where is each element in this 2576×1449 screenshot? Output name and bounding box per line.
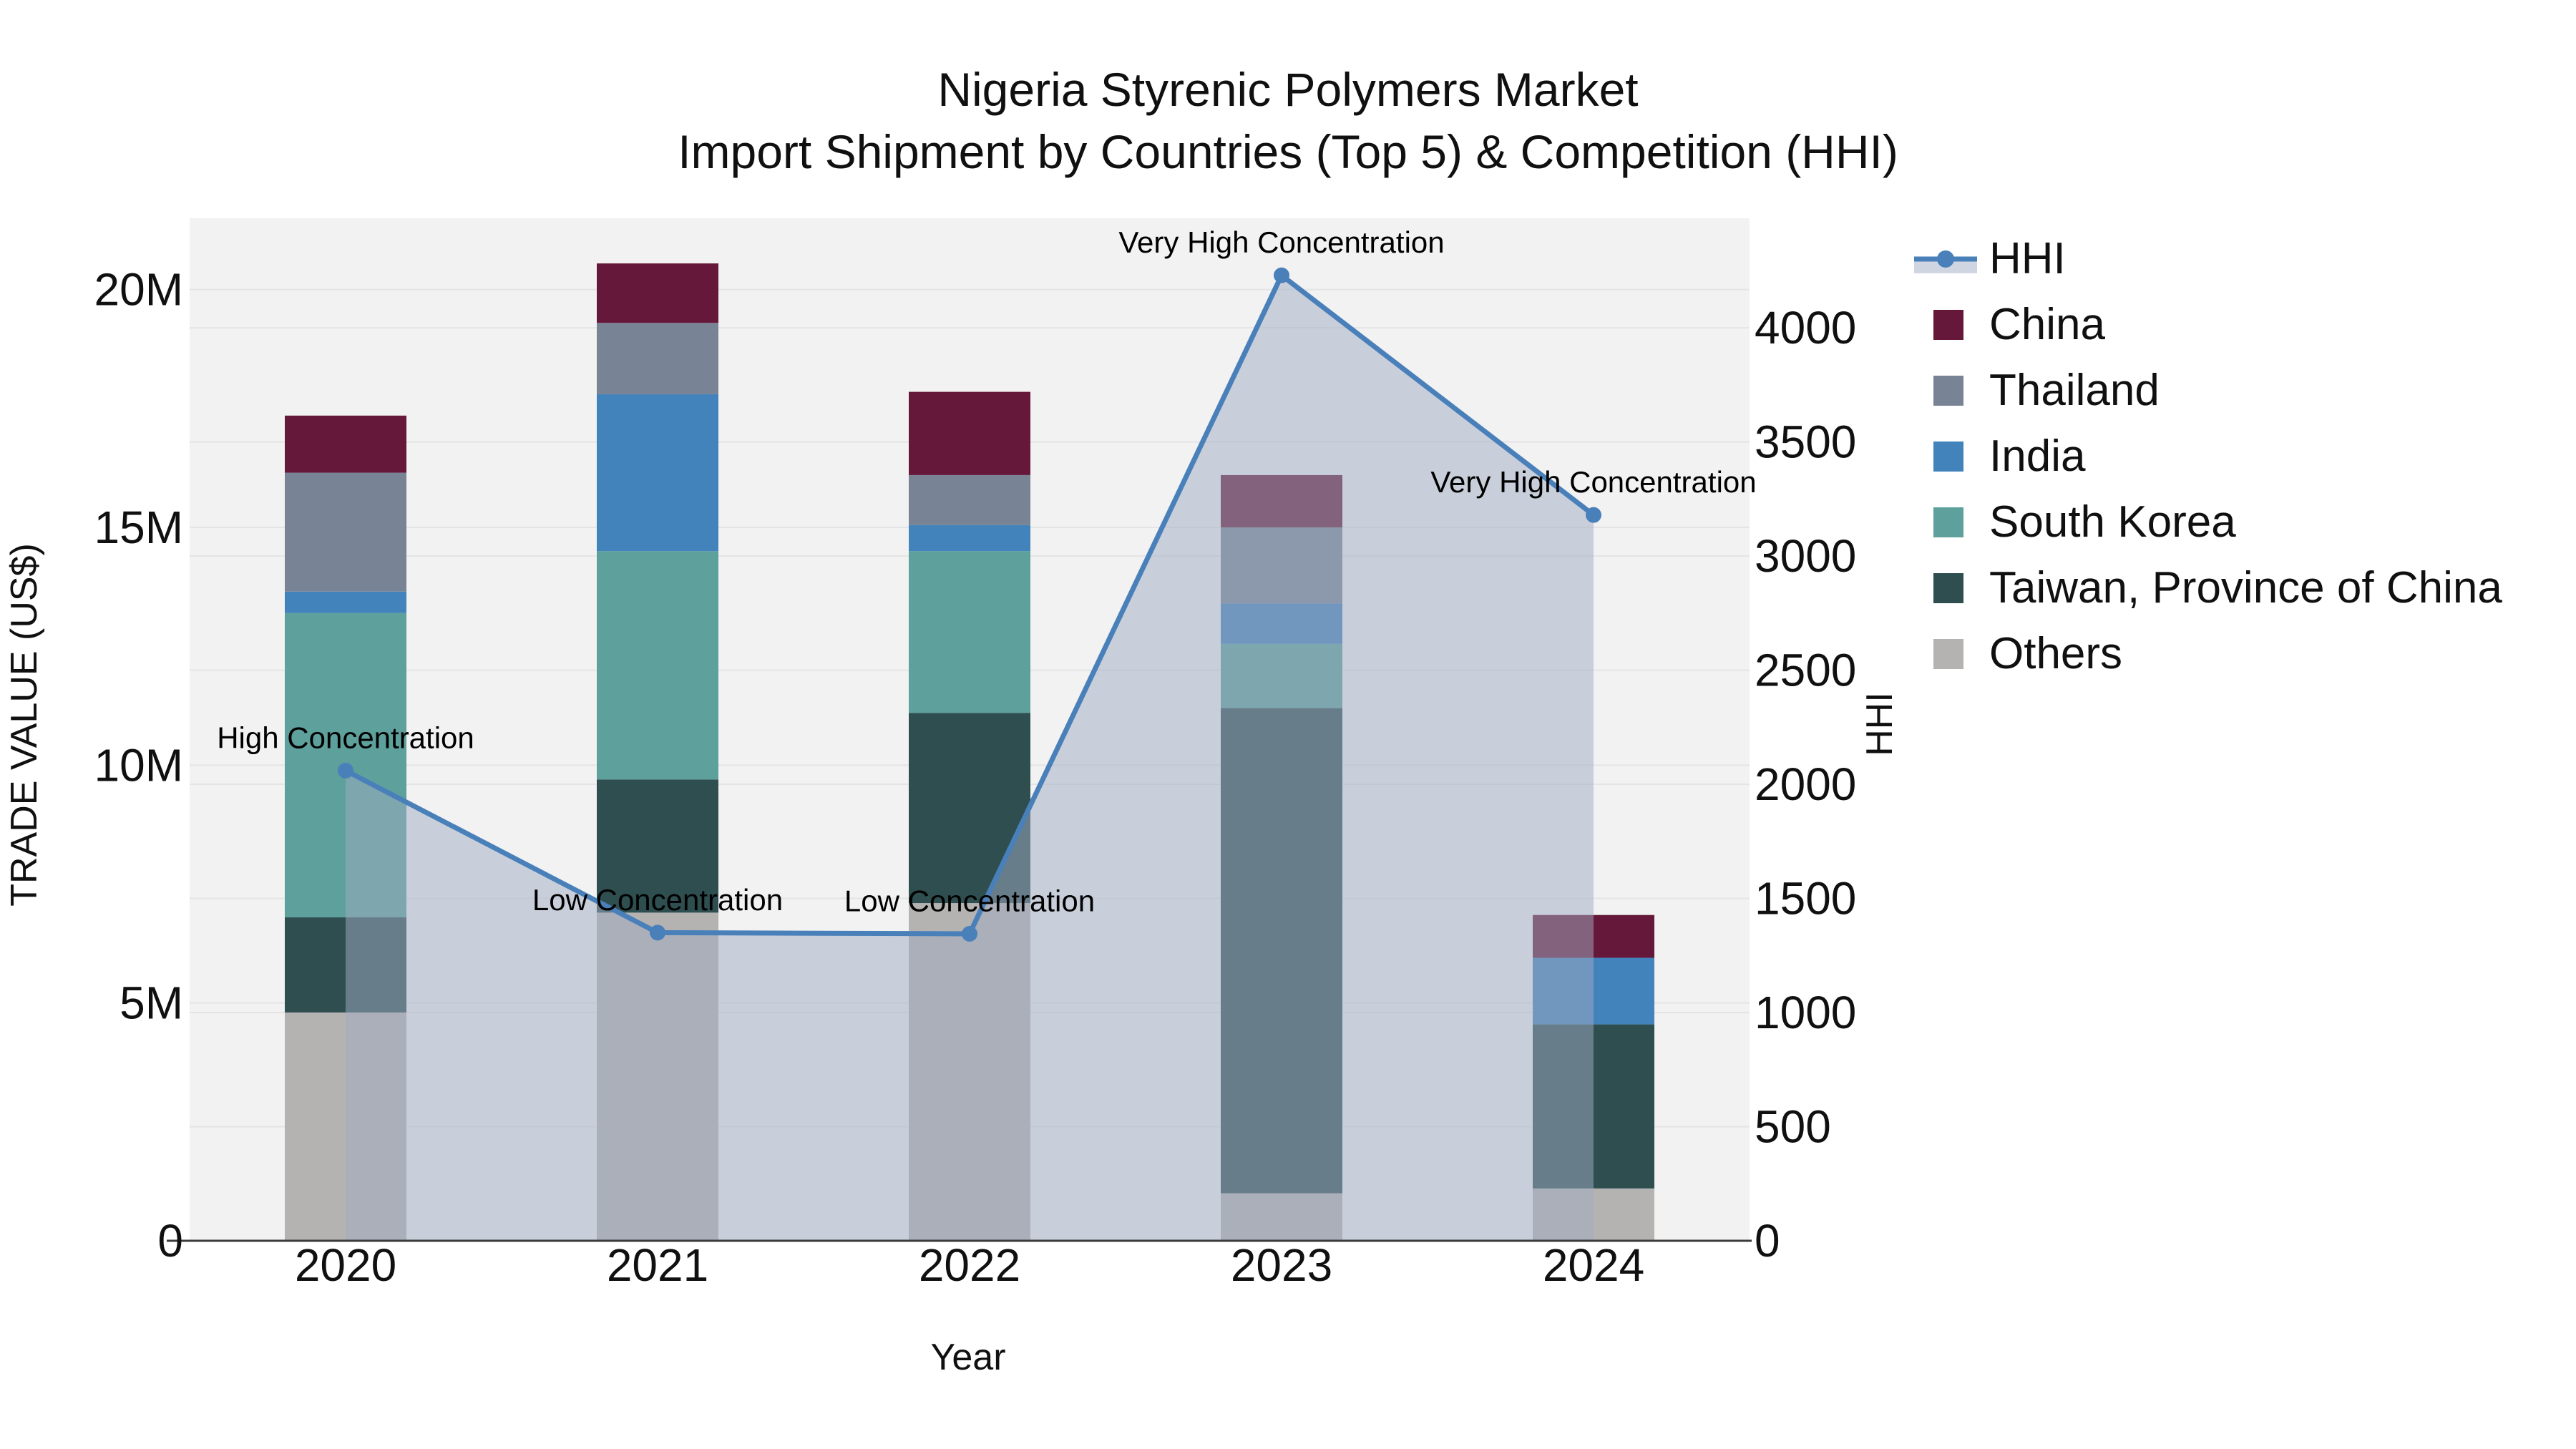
y-right-axis-title: HHI: [1859, 692, 1901, 756]
legend-label: Thailand: [1989, 366, 2160, 415]
y-right-tick-1500: 1500: [1755, 873, 1856, 924]
chart-title-line2: Import Shipment by Countries (Top 5) & C…: [678, 125, 1898, 178]
hhi-line-legend-sample-icon: [1914, 236, 1989, 282]
y-right-tick-500: 500: [1755, 1101, 1831, 1153]
hhi-marker-2020[interactable]: [338, 762, 353, 779]
y-right-tick-2000: 2000: [1755, 758, 1856, 810]
legend-item-hhi[interactable]: HHI: [1914, 236, 2502, 282]
legend-item-others[interactable]: Others: [1914, 631, 2502, 677]
bar-segment-2020-thailand[interactable]: [285, 472, 406, 592]
chart-title-line1: Nigeria Styrenic Polymers Market: [937, 63, 1639, 116]
bar-segment-2021-south-korea[interactable]: [597, 551, 718, 780]
legend-swatch-icon: [1914, 302, 1989, 348]
legend-swatch-icon: [1914, 368, 1989, 414]
x-tick-2024: 2024: [1543, 1239, 1644, 1291]
annotation-2023: Very High Concentration: [1118, 225, 1444, 259]
bar-segment-2022-south-korea[interactable]: [909, 551, 1030, 713]
y-left-tick-20M: 20M: [94, 264, 184, 316]
annotation-2020: High Concentration: [217, 721, 474, 754]
y-right-tick-4000: 4000: [1755, 302, 1856, 353]
y-left-tick-0: 0: [157, 1215, 183, 1267]
x-tick-2021: 2021: [607, 1239, 708, 1291]
x-tick-2023: 2023: [1231, 1239, 1332, 1291]
annotation-2021: Low Concentration: [532, 883, 783, 917]
bar-segment-2021-taiwan-province-of-china[interactable]: [597, 779, 718, 913]
y-left-axis-title: TRADE VALUE (US$): [4, 543, 45, 907]
bar-segment-2021-india[interactable]: [597, 394, 718, 552]
y-right-tick-0: 0: [1755, 1215, 1780, 1267]
hhi-area-fill: [346, 275, 1594, 1241]
legend-swatch-icon: [1914, 565, 1989, 611]
hhi-marker-2024[interactable]: [1586, 507, 1601, 523]
y-right-tick-1000: 1000: [1755, 987, 1856, 1038]
legend-swatch-icon: [1914, 499, 1989, 545]
bar-segment-2020-india[interactable]: [285, 591, 406, 613]
legend-swatch-icon: [1914, 434, 1989, 479]
x-tick-2020: 2020: [295, 1239, 396, 1291]
legend-item-thailand[interactable]: Thailand: [1914, 368, 2502, 414]
y-left-tick-10M: 10M: [94, 739, 184, 791]
legend-label: China: [1989, 300, 2105, 349]
bar-segment-2020-china[interactable]: [285, 415, 406, 473]
y-right-tick-3500: 3500: [1755, 416, 1856, 468]
y-right-tick-3000: 3000: [1755, 530, 1856, 582]
bar-segment-2021-thailand[interactable]: [597, 323, 718, 394]
annotation-2022: Low Concentration: [844, 884, 1095, 917]
legend-swatch-icon: [1914, 631, 1989, 677]
hhi-marker-2022[interactable]: [962, 925, 977, 942]
y-right-tick-2500: 2500: [1755, 645, 1856, 696]
legend-item-taiwan-province-of-china[interactable]: Taiwan, Province of China: [1914, 565, 2502, 611]
y-left-tick-15M: 15M: [94, 502, 184, 553]
legend: HHI China Thailand India South Korea Taiwan, …: [1914, 236, 2502, 677]
legend-label: India: [1989, 431, 2086, 481]
x-tick-2022: 2022: [919, 1239, 1020, 1291]
x-axis-title: Year: [930, 1337, 1005, 1378]
hhi-marker-2021[interactable]: [650, 924, 665, 941]
bar-segment-2022-thailand[interactable]: [909, 474, 1030, 525]
legend-label: South Korea: [1989, 497, 2236, 547]
legend-label: Others: [1989, 629, 2123, 678]
legend-item-india[interactable]: India: [1914, 434, 2502, 479]
hhi-marker-2023[interactable]: [1274, 267, 1289, 283]
legend-item-south-korea[interactable]: South Korea: [1914, 499, 2502, 545]
bar-segment-2021-china[interactable]: [597, 263, 718, 323]
bar-segment-2022-china[interactable]: [909, 391, 1030, 475]
legend-label: Taiwan, Province of China: [1989, 563, 2502, 613]
legend-item-china[interactable]: China: [1914, 302, 2502, 348]
legend-label: HHI: [1989, 234, 2066, 283]
annotation-2024: Very High Concentration: [1430, 465, 1756, 499]
y-left-tick-5M: 5M: [119, 977, 183, 1029]
bar-segment-2022-india[interactable]: [909, 525, 1030, 552]
